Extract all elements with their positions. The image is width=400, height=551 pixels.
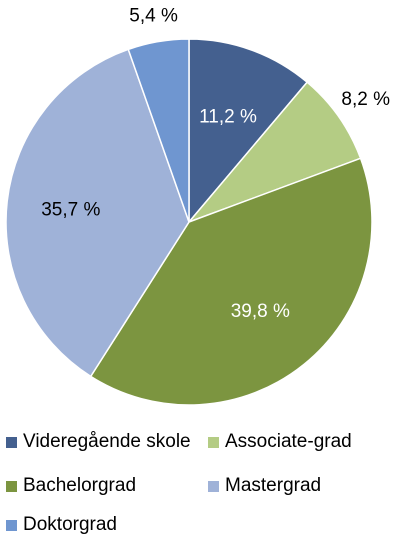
data-label-doktorgrad: 5,4 % — [129, 6, 178, 27]
legend-label-mastergrad: Mastergrad — [225, 475, 322, 496]
legend-label-bachelorgrad: Bachelorgrad — [23, 475, 137, 496]
legend-swatch-mastergrad — [208, 480, 219, 492]
legend-item-associate-grad: Associate-grad — [208, 431, 352, 453]
legend-swatch-bachelorgrad — [6, 480, 17, 492]
data-label-associate-grad: 8,2 % — [341, 89, 390, 110]
data-label-bachelorgrad: 39,8 % — [231, 301, 290, 322]
pie-slice-bachelorgrad — [89, 157, 373, 406]
pie-slice-mastergrad — [5, 48, 190, 378]
chart-legend: Videregående skole Associate-grad Bachel… — [0, 425, 400, 551]
legend-item-videregaende-skole: Videregående skole — [6, 431, 191, 453]
legend-item-doktorgrad: Doktorgrad — [6, 514, 117, 536]
legend-label-doktorgrad: Doktorgrad — [23, 514, 117, 535]
legend-item-bachelorgrad: Bachelorgrad — [6, 475, 136, 497]
legend-swatch-associate-grad — [208, 436, 219, 448]
legend-swatch-doktorgrad — [6, 519, 17, 531]
pie-slice-associate-grad — [186, 81, 362, 224]
legend-label-associate-grad: Associate-grad — [225, 431, 352, 452]
data-label-mastergrad: 35,7 % — [41, 199, 100, 220]
legend-item-mastergrad: Mastergrad — [208, 475, 321, 497]
pie-chart: 11,2 % 8,2 % 39,8 % 35,7 % 5,4 % — [5, 6, 390, 406]
pie-slice-doktorgrad — [127, 38, 190, 223]
data-label-videregaende-skole: 11,2 % — [199, 107, 257, 128]
pie-slice-videregaende-skole — [188, 38, 309, 225]
legend-swatch-videregaende-skole — [6, 436, 17, 448]
legend-label-videregaende-skole: Videregående skole — [23, 431, 191, 452]
